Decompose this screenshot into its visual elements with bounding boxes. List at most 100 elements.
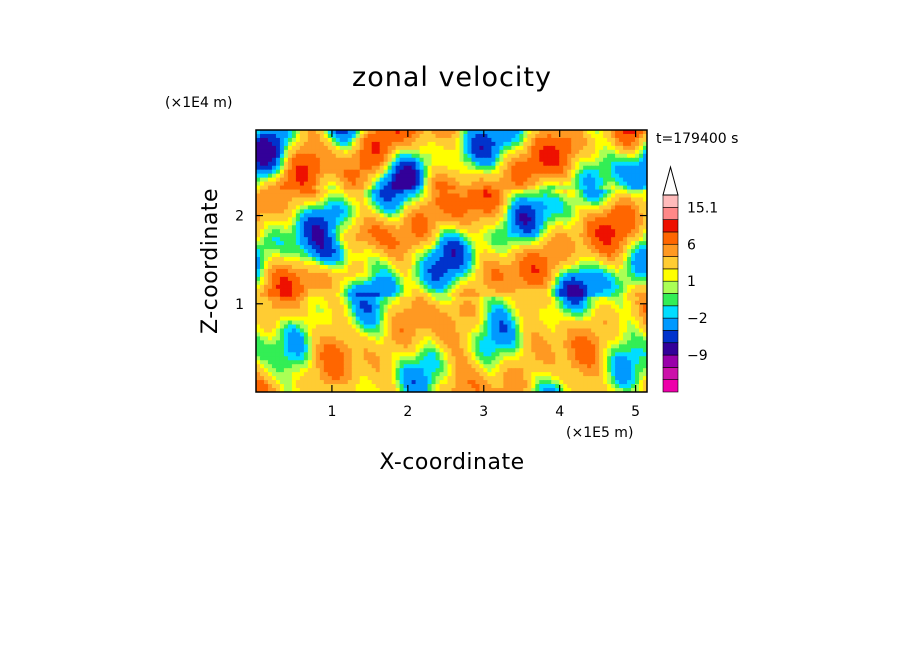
field-cell	[283, 229, 289, 234]
field-cell	[315, 312, 321, 318]
field-cell	[359, 264, 365, 270]
field-cell	[355, 284, 361, 290]
field-cell	[299, 201, 305, 207]
field-cell	[571, 217, 576, 222]
field-cell	[475, 272, 481, 278]
field-cell	[571, 137, 576, 143]
field-cell	[419, 296, 425, 302]
field-cell	[587, 209, 592, 214]
field-cell	[347, 249, 353, 254]
field-cell	[391, 308, 397, 314]
field-cell	[319, 185, 325, 191]
field-cell	[271, 328, 277, 334]
field-cell	[419, 300, 425, 306]
field-cell	[643, 181, 647, 187]
field-cell	[643, 209, 647, 214]
field-cell	[367, 221, 373, 226]
field-cell	[307, 308, 313, 314]
field-cell	[547, 181, 552, 187]
field-cell	[363, 145, 369, 151]
field-cell	[463, 268, 469, 274]
field-cell	[359, 209, 365, 214]
field-cell	[479, 320, 485, 326]
field-cell	[555, 280, 560, 286]
field-cell	[587, 288, 592, 294]
field-cell	[643, 157, 647, 163]
field-cell	[395, 304, 401, 310]
field-cell	[295, 141, 301, 147]
field-cell	[503, 324, 508, 330]
field-cell	[287, 264, 293, 270]
field-cell	[595, 157, 600, 163]
field-cell	[391, 197, 397, 203]
field-cell	[503, 185, 508, 191]
field-cell	[335, 137, 341, 143]
field-cell	[599, 141, 604, 147]
field-cell	[475, 153, 481, 159]
field-cell	[335, 141, 341, 147]
field-cell	[303, 133, 309, 139]
field-cell	[295, 276, 301, 282]
field-cell	[635, 280, 640, 286]
field-cell	[447, 233, 453, 238]
field-cell	[387, 149, 393, 155]
field-cell	[283, 213, 289, 218]
field-cell	[267, 209, 273, 214]
field-cell	[335, 316, 341, 322]
field-cell	[571, 165, 576, 171]
field-cell	[627, 205, 632, 210]
field-cell	[395, 165, 401, 171]
field-cell	[451, 276, 457, 282]
field-cell	[491, 268, 496, 274]
field-cell	[435, 189, 441, 195]
field-cell	[519, 205, 524, 210]
field-cell	[535, 221, 540, 226]
field-cell	[515, 276, 520, 282]
field-cell	[323, 320, 329, 326]
field-cell	[571, 300, 576, 306]
field-cell	[287, 241, 293, 246]
field-cell	[619, 133, 624, 139]
field-cell	[375, 276, 381, 282]
field-cell	[543, 165, 548, 171]
field-cell	[583, 217, 588, 222]
field-cell	[539, 185, 544, 191]
field-cell	[579, 145, 584, 151]
field-cell	[363, 257, 369, 262]
field-cell	[355, 241, 361, 246]
field-cell	[375, 308, 381, 314]
field-cell	[503, 233, 508, 238]
field-cell	[583, 253, 588, 258]
field-cell	[315, 149, 321, 155]
field-cell	[467, 209, 473, 214]
field-cell	[319, 292, 325, 298]
field-cell	[439, 320, 445, 326]
field-cell	[303, 276, 309, 282]
field-cell	[499, 217, 504, 222]
field-cell	[379, 312, 385, 318]
field-cell	[331, 137, 337, 143]
field-cell	[571, 229, 576, 234]
field-cell	[599, 257, 604, 262]
field-cell	[479, 296, 485, 302]
field-cell	[351, 288, 357, 294]
field-cell	[351, 237, 357, 242]
field-cell	[551, 189, 556, 195]
field-cell	[471, 320, 477, 326]
field-cell	[551, 141, 556, 147]
field-cell	[347, 237, 353, 242]
field-cell	[455, 173, 461, 179]
field-cell	[547, 213, 552, 218]
field-cell	[519, 189, 524, 195]
field-cell	[467, 261, 473, 266]
field-cell	[267, 257, 273, 262]
field-cell	[291, 264, 297, 270]
field-cell	[607, 169, 612, 175]
field-cell	[403, 149, 409, 155]
field-cell	[307, 268, 313, 274]
field-cell	[567, 300, 572, 306]
field-cell	[395, 316, 401, 322]
field-cell	[323, 201, 329, 207]
field-cell	[571, 233, 576, 238]
field-cell	[483, 249, 489, 254]
